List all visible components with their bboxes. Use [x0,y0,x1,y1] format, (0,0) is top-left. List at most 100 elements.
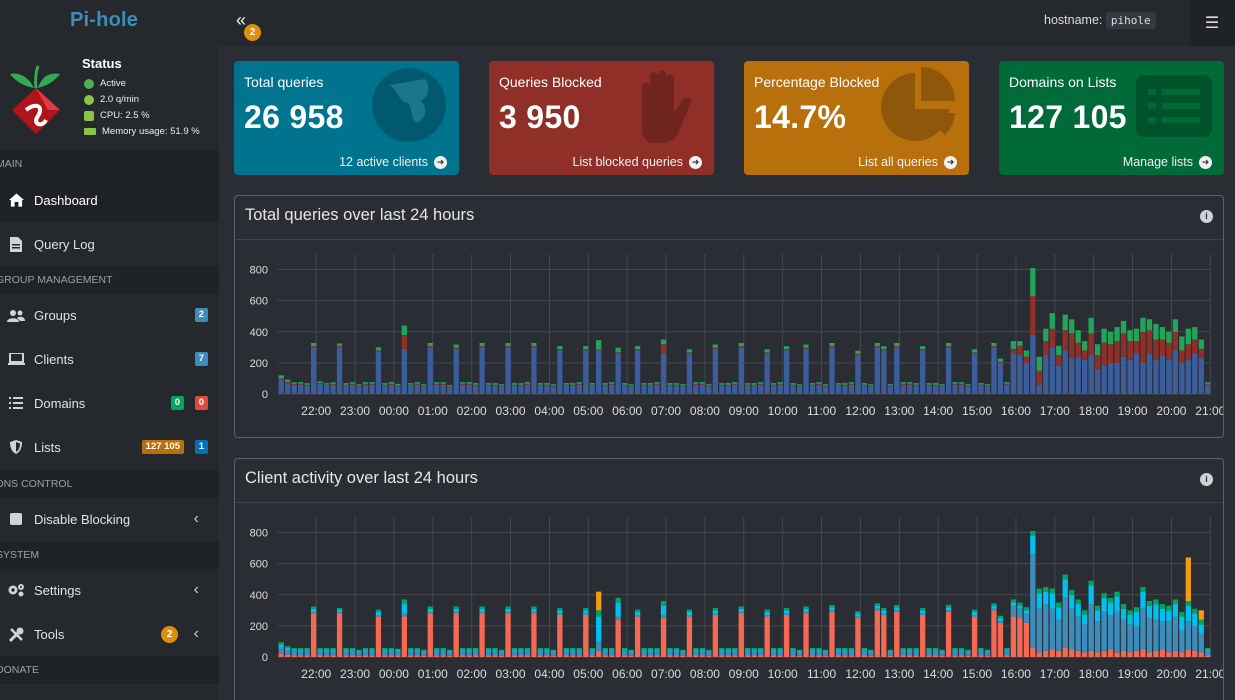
bar-segment-client_blue[interactable] [1172,616,1179,651]
bar-segment-client_green[interactable] [907,647,913,650]
queries-over-time-chart[interactable]: 0 200 400 600 800 22:00 23:00 00:00 01:00 02:00 03… [235,240,1223,436]
bar-segment-client_blue[interactable] [615,616,621,620]
bar-segment-client_cyan[interactable] [1133,611,1140,626]
bar-segment-client_blue[interactable] [654,650,660,656]
bar-segment-client_blue[interactable] [913,650,919,656]
bar-segment-client_blue[interactable] [485,650,492,656]
bar-segment-client_blue[interactable] [349,650,356,656]
bar-segment-client_red[interactable] [479,613,485,657]
bar-segment-client_red[interactable] [524,655,531,657]
bar-segment-permitted[interactable] [576,384,582,394]
sidebar-item-lists[interactable]: Lists 127 105 1 [0,425,219,469]
bar-segment-cached[interactable] [408,383,414,385]
bar-segment-client_cyan[interactable] [861,649,868,651]
bar-segment-client_cyan[interactable] [1185,605,1191,622]
bar-segment-permitted[interactable] [732,384,738,394]
bar-segment-client_cyan[interactable] [816,649,822,651]
sidebar-item-dashboard[interactable]: Dashboard [0,178,219,222]
bar-segment-client_blue[interactable] [1146,618,1153,653]
bar-segment-blocked[interactable] [634,349,641,351]
bar-segment-cached[interactable] [310,342,317,347]
bar-segment-cached[interactable] [868,384,874,386]
bar-segment-client_blue[interactable] [498,651,505,656]
bar-segment-blocked[interactable] [991,346,997,348]
bar-segment-client_red[interactable] [777,655,783,657]
bar-segment-client_green[interactable] [557,608,563,611]
bar-segment-blocked[interactable] [907,383,913,385]
bar-segment-blocked[interactable] [1146,330,1153,354]
bar-segment-client_green[interactable] [570,647,576,650]
bar-segment-blocked[interactable] [343,384,349,386]
bar-segment-client_red[interactable] [1004,655,1010,657]
bar-segment-client_red[interactable] [907,655,913,657]
bar-segment-client_blue[interactable] [997,621,1004,623]
bar-segment-permitted[interactable] [835,385,842,394]
bar-segment-client_cyan[interactable] [1094,610,1101,622]
bar-segment-client_blue[interactable] [829,610,835,612]
bar-segment-permitted[interactable] [667,385,673,394]
bar-segment-permitted[interactable] [790,385,796,394]
bar-segment-client_red[interactable] [531,613,537,657]
bar-segment-client_green[interactable] [1198,619,1204,625]
bar-segment-permitted[interactable] [764,353,770,394]
bar-segment-client_blue[interactable] [317,650,323,656]
bar-segment-client_green[interactable] [285,646,291,648]
bar-segment-client_blue[interactable] [1023,613,1029,623]
bar-segment-client_cyan[interactable] [1166,610,1172,622]
bar-segment-client_cyan[interactable] [453,608,459,612]
bar-segment-client_green[interactable] [563,647,569,650]
sidebar-item-disable-blocking[interactable]: Disable Blocking ‹ [0,497,219,541]
bar-segment-client_red[interactable] [900,655,906,657]
bar-segment-blocked[interactable] [783,349,790,351]
bar-segment-client_blue[interactable] [609,650,615,656]
bar-segment-permitted[interactable] [654,384,660,394]
bar-segment-client_green[interactable] [861,647,868,650]
bar-segment-client_red[interactable] [317,655,323,657]
bar-segment-permitted[interactable] [589,385,595,394]
bar-segment-client_green[interactable] [596,610,602,617]
bar-segment-permitted[interactable] [557,350,563,394]
bar-segment-blocked[interactable] [563,384,569,386]
bar-segment-client_cyan[interactable] [932,649,939,651]
bar-segment-client_cyan[interactable] [965,650,971,652]
bar-segment-client_cyan[interactable] [537,649,544,651]
bar-segment-blocked[interactable] [479,346,485,348]
bar-segment-client_red[interactable] [278,653,284,657]
bar-segment-client_blue[interactable] [583,613,589,615]
bar-segment-permitted[interactable] [660,353,667,394]
bar-segment-client_cyan[interactable] [1017,605,1023,609]
bar-segment-client_green[interactable] [777,647,783,650]
bar-segment-client_red[interactable] [511,655,518,657]
bar-segment-client_red[interactable] [673,655,680,657]
bar-segment-client_blue[interactable] [602,650,608,656]
bar-segment-client_blue[interactable] [900,650,906,656]
bar-segment-client_blue[interactable] [680,651,686,656]
bar-segment-blocked[interactable] [984,385,991,387]
bar-segment-client_red[interactable] [971,616,978,657]
bar-segment-blocked[interactable] [323,384,330,386]
bar-segment-permitted[interactable] [965,386,971,394]
bar-segment-client_green[interactable] [900,647,906,650]
bar-segment-client_cyan[interactable] [349,649,356,651]
bar-segment-client_blue[interactable] [511,650,518,656]
bar-segment-client_red[interactable] [1198,652,1204,657]
bar-segment-client_green[interactable] [1088,580,1094,586]
bar-segment-client_cyan[interactable] [466,649,472,651]
bar-segment-client_blue[interactable] [796,651,803,656]
bar-segment-client_cyan[interactable] [719,649,725,651]
bar-segment-cached[interactable] [939,384,945,386]
bar-segment-blocked[interactable] [1185,344,1191,360]
bar-segment-blocked[interactable] [764,352,770,354]
bar-segment-client_green[interactable] [537,647,544,650]
bar-segment-client_red[interactable] [492,655,498,657]
bar-segment-client_green[interactable] [1179,611,1185,617]
bar-segment-permitted[interactable] [796,386,803,394]
bar-segment-client_cyan[interactable] [1036,593,1042,609]
bar-segment-cached[interactable] [1172,319,1179,332]
bar-segment-blocked[interactable] [550,385,557,387]
bar-segment-cached[interactable] [894,342,900,347]
bar-segment-blocked[interactable] [887,385,893,387]
bar-segment-client_red[interactable] [544,655,550,657]
bar-segment-permitted[interactable] [388,384,395,394]
bar-segment-blocked[interactable] [524,383,531,385]
